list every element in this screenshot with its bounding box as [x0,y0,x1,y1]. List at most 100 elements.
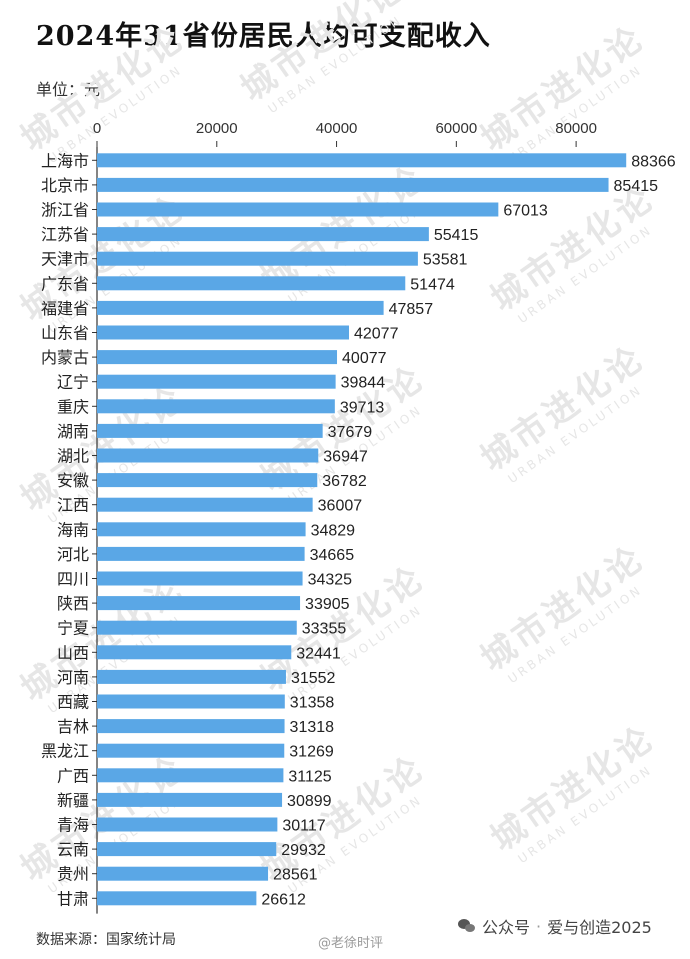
bar [97,571,303,586]
value-label: 53581 [423,252,468,269]
wechat-prefix: 公众号 [482,918,531,937]
category-label: 黑龙江 [41,742,89,761]
x-tick-label: 0 [93,120,101,137]
bar [97,399,335,414]
value-label: 55415 [434,227,479,244]
value-label: 39713 [340,399,385,416]
category-label: 河南 [57,668,89,687]
bar [97,350,338,365]
chart-title: 2024年31省份居民人均可支配收入 [36,21,491,52]
weibo-handle: @老徐时评 [318,936,384,951]
value-label: 31125 [288,768,331,785]
bar [97,153,627,168]
category-label: 湖南 [57,422,89,441]
category-label: 福建省 [41,299,89,318]
value-label: 33355 [302,621,347,638]
bar [97,842,277,857]
category-label: 海南 [57,520,89,539]
value-label: 88366 [631,153,676,170]
value-label: 85415 [614,178,659,195]
x-tick-label: 20000 [196,120,238,137]
value-label: 29932 [281,842,326,859]
bar [97,227,429,242]
bar [97,546,305,561]
category-label: 山西 [57,643,89,662]
value-label: 30117 [282,818,325,835]
category-label: 青海 [57,816,89,835]
category-label: 西藏 [57,693,89,712]
wechat-icon [458,919,476,933]
category-label: 浙江省 [41,201,89,220]
category-label: 安徽 [57,471,89,490]
category-label: 内蒙古 [41,348,89,367]
category-label: 宁夏 [57,619,89,638]
category-label: 广东省 [41,274,89,293]
unit-label: 单位 [36,80,84,99]
category-label: 陕西 [57,594,89,613]
bar [97,473,318,488]
value-label: 31552 [291,670,336,687]
x-tick-label: 80000 [555,120,597,137]
category-label: 广西 [57,766,89,785]
value-label: 37679 [328,424,373,441]
value-label: 40077 [342,350,387,367]
value-label: 67013 [503,203,548,220]
bar [97,202,499,217]
value-label: 32441 [296,645,341,662]
category-label: 天津市 [41,250,89,269]
category-label: 山东省 [41,324,89,343]
value-label: 31358 [290,695,335,712]
bar [97,645,292,660]
bar [97,719,285,734]
category-label: 湖北 [57,447,89,466]
bar [97,423,323,438]
category-label: 四川 [57,570,89,589]
bar [97,325,349,340]
category-label: 吉林 [57,717,89,736]
bar [97,694,285,709]
bar [97,768,284,783]
value-label: 42077 [354,326,399,343]
category-label: 河北 [57,545,89,564]
category-label: 重庆 [57,397,89,416]
category-label: 江苏省 [41,225,89,244]
x-tick-label: 40000 [316,120,358,137]
value-label: 47857 [389,301,434,318]
bar [97,522,306,537]
bar [97,374,336,389]
category-label: 贵州 [57,865,89,884]
source-value: 国家统计局 [106,932,176,948]
source-label: 数据来源 [36,932,106,948]
unit-value: 元 [84,80,101,99]
value-label: 36947 [323,449,368,466]
value-label: 28561 [273,867,318,884]
bar [97,743,285,758]
value-label: 31269 [289,744,334,761]
bar [97,300,384,315]
bar [97,497,313,512]
bar [97,669,286,684]
value-label: 36007 [318,498,363,515]
bar [97,891,257,906]
category-label: 辽宁 [57,373,89,392]
bar [97,596,301,611]
value-label: 51474 [410,276,455,293]
category-label: 上海市 [41,151,89,170]
bar [97,866,269,881]
value-label: 34829 [311,522,356,539]
x-tick-label: 60000 [435,120,477,137]
bar [97,817,278,832]
value-label: 36782 [322,473,367,490]
value-label: 26612 [261,891,306,908]
category-label: 江西 [57,496,89,515]
value-label: 31318 [290,719,335,736]
value-label: 34665 [310,547,355,564]
bar [97,448,319,463]
category-label: 云南 [57,840,89,859]
bar [97,276,406,291]
value-label: 34325 [308,572,353,589]
wechat-account: 公众号 · 爱与创造2025 [458,914,652,938]
separator-dot: · [536,916,542,936]
category-label: 甘肃 [57,889,89,908]
